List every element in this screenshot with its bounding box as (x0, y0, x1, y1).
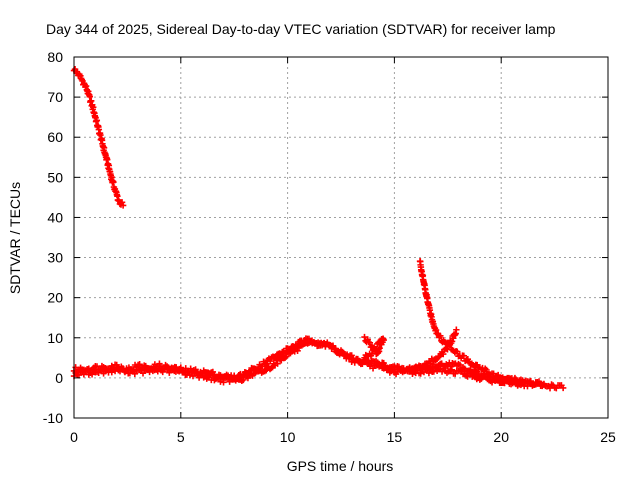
plot-frame (73, 56, 609, 419)
data-point (88, 371, 96, 378)
y-tick-label: 40 (47, 209, 63, 225)
data-point (437, 332, 444, 339)
data-point (448, 366, 456, 374)
data-point (433, 330, 441, 337)
x-tick-label: 10 (280, 429, 296, 445)
y-axis-label: SDTVAR / TECUs (7, 182, 23, 294)
y-tick-label: 10 (47, 330, 63, 346)
x-axis-label: GPS time / hours (287, 458, 394, 474)
data-point (464, 355, 472, 363)
data-point (240, 376, 247, 384)
data-point (483, 366, 490, 374)
data-point (444, 346, 451, 353)
data-point (119, 202, 127, 209)
data-point (106, 365, 114, 372)
data-point (511, 374, 519, 382)
y-tick-label: 0 (55, 370, 63, 386)
data-point (281, 354, 289, 361)
data-point (118, 199, 126, 206)
x-tick-label: 25 (600, 429, 616, 445)
data-point (115, 197, 123, 205)
y-tick-label: 50 (47, 169, 63, 185)
data-point (83, 367, 91, 374)
data-point (220, 379, 227, 386)
x-tick-label: 20 (493, 429, 509, 445)
data-point (86, 93, 93, 100)
x-tick-label: 15 (387, 429, 403, 445)
data-point (146, 368, 153, 376)
y-tick-label: 20 (47, 290, 63, 306)
data-point (559, 384, 567, 392)
data-point (361, 333, 368, 341)
data-point (123, 365, 130, 372)
data-point (104, 156, 111, 163)
y-tick-label: 80 (47, 49, 63, 65)
data-point (494, 371, 502, 379)
data-point (540, 380, 548, 388)
data-point (267, 357, 274, 365)
series-main-track-b (70, 338, 548, 389)
data-markers (70, 66, 567, 392)
data-point (136, 361, 143, 368)
data-point (268, 364, 275, 372)
data-point (209, 372, 217, 379)
x-tick-label: 0 (70, 429, 78, 445)
y-tick-label: 30 (47, 250, 63, 266)
y-tick-label: 70 (47, 89, 63, 105)
data-point (361, 354, 368, 362)
data-point (283, 353, 290, 360)
data-point (519, 378, 526, 386)
x-tick-label: 5 (177, 429, 185, 445)
chart-title: Day 344 of 2025, Sidereal Day-to-day VTE… (46, 21, 556, 37)
data-point (460, 352, 468, 360)
data-point (274, 360, 281, 367)
data-point (294, 347, 301, 355)
data-point (166, 369, 173, 376)
y-tick-label: -10 (43, 410, 63, 426)
data-point (139, 370, 147, 377)
series-loop-near-14h (361, 333, 387, 362)
series-late-decay (416, 258, 526, 386)
axis-ticks: 0 5 10 15 20 25 -10 0 10 20 30 40 50 60 70 80 (43, 49, 616, 445)
data-point (374, 340, 381, 348)
data-point (527, 377, 534, 385)
data-point (320, 340, 327, 347)
data-point (440, 350, 447, 358)
data-point (453, 326, 460, 333)
data-point (366, 339, 374, 347)
y-tick-label: 60 (47, 129, 63, 145)
data-point (369, 346, 377, 354)
series-early-decay (70, 66, 127, 209)
data-point (417, 370, 424, 377)
data-point (121, 368, 129, 376)
data-point (454, 348, 461, 355)
data-point (159, 368, 166, 376)
series-rising-arc (408, 326, 460, 375)
